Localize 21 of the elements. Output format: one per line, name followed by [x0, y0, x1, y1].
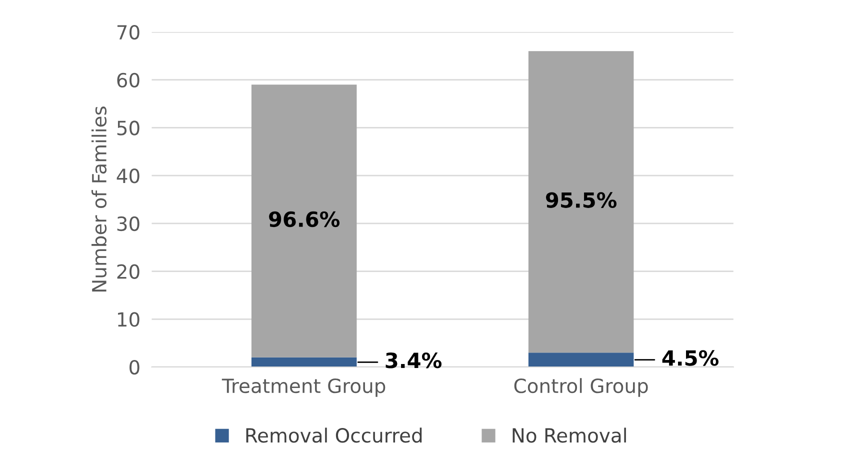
y-tick-label: 0 [130, 360, 140, 375]
annotation: 95.5% [546, 192, 617, 208]
bar [251, 84, 357, 358]
y-tick-label: 30 [117, 216, 140, 232]
x-tick-label: Treatment Group [222, 378, 386, 397]
bar [528, 352, 634, 367]
legend-label: Removal Occurred [246, 428, 422, 443]
annotation: 3.4% [386, 352, 442, 368]
x-tick-label: Control Group [514, 378, 648, 397]
y-tick-label: 10 [118, 312, 140, 327]
y-tick-label: 40 [116, 168, 140, 184]
bar [251, 357, 357, 367]
y-tick-label: 60 [117, 72, 140, 88]
annotation: 4.5% [662, 350, 719, 366]
y-tick-label: 50 [117, 120, 140, 136]
y-tick-label: 70 [117, 24, 140, 40]
bar [528, 51, 634, 353]
annotation: 96.6% [269, 211, 340, 228]
y-axis-title: Number of Families [92, 106, 107, 292]
y-tick-label: 20 [117, 264, 140, 279]
legend-label: No Removal [512, 428, 626, 443]
